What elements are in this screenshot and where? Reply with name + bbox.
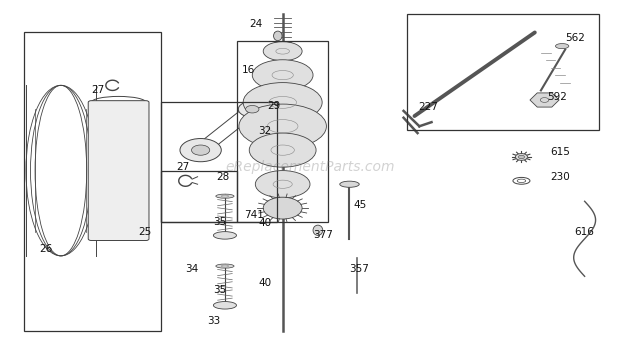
- Ellipse shape: [255, 171, 310, 198]
- Ellipse shape: [192, 145, 210, 155]
- Text: 35: 35: [213, 285, 226, 295]
- Text: 357: 357: [350, 264, 370, 275]
- Ellipse shape: [180, 139, 221, 162]
- Ellipse shape: [273, 31, 282, 41]
- Ellipse shape: [556, 44, 569, 49]
- Bar: [237, 41, 328, 222]
- Ellipse shape: [213, 302, 236, 309]
- Text: 616: 616: [574, 227, 594, 237]
- Ellipse shape: [213, 232, 236, 239]
- Text: 40: 40: [259, 219, 272, 228]
- Bar: [24, 32, 161, 331]
- Text: 377: 377: [313, 230, 333, 240]
- Bar: [161, 171, 237, 222]
- Ellipse shape: [216, 264, 234, 268]
- Text: eReplacementParts.com: eReplacementParts.com: [225, 160, 395, 174]
- Bar: [161, 102, 277, 222]
- Text: 741: 741: [244, 210, 264, 220]
- Text: 562: 562: [565, 33, 585, 42]
- Ellipse shape: [238, 101, 266, 117]
- Text: 33: 33: [206, 316, 220, 326]
- Text: 45: 45: [354, 200, 367, 210]
- Ellipse shape: [249, 133, 316, 167]
- Text: 24: 24: [249, 19, 262, 29]
- Ellipse shape: [515, 153, 528, 160]
- Ellipse shape: [252, 60, 313, 90]
- Text: 32: 32: [259, 126, 272, 136]
- Text: 27: 27: [91, 86, 105, 95]
- Ellipse shape: [243, 82, 322, 122]
- Ellipse shape: [264, 42, 302, 61]
- Bar: [407, 14, 598, 130]
- Text: 29: 29: [267, 101, 281, 111]
- Ellipse shape: [518, 155, 525, 159]
- Text: 230: 230: [550, 172, 570, 182]
- Ellipse shape: [216, 194, 234, 198]
- Text: 26: 26: [40, 244, 53, 254]
- Text: 28: 28: [216, 172, 229, 182]
- Text: 34: 34: [185, 264, 198, 275]
- Text: 35: 35: [213, 217, 226, 227]
- Text: 227: 227: [418, 103, 438, 112]
- Ellipse shape: [340, 181, 359, 187]
- Text: 27: 27: [176, 162, 190, 172]
- Ellipse shape: [264, 197, 302, 219]
- Ellipse shape: [246, 105, 259, 113]
- Ellipse shape: [313, 225, 323, 235]
- Ellipse shape: [239, 104, 326, 148]
- Text: 40: 40: [259, 278, 272, 288]
- Text: 615: 615: [550, 147, 570, 157]
- Text: 16: 16: [242, 65, 255, 75]
- FancyBboxPatch shape: [88, 101, 149, 240]
- Text: 592: 592: [547, 92, 567, 102]
- Text: 25: 25: [139, 227, 152, 237]
